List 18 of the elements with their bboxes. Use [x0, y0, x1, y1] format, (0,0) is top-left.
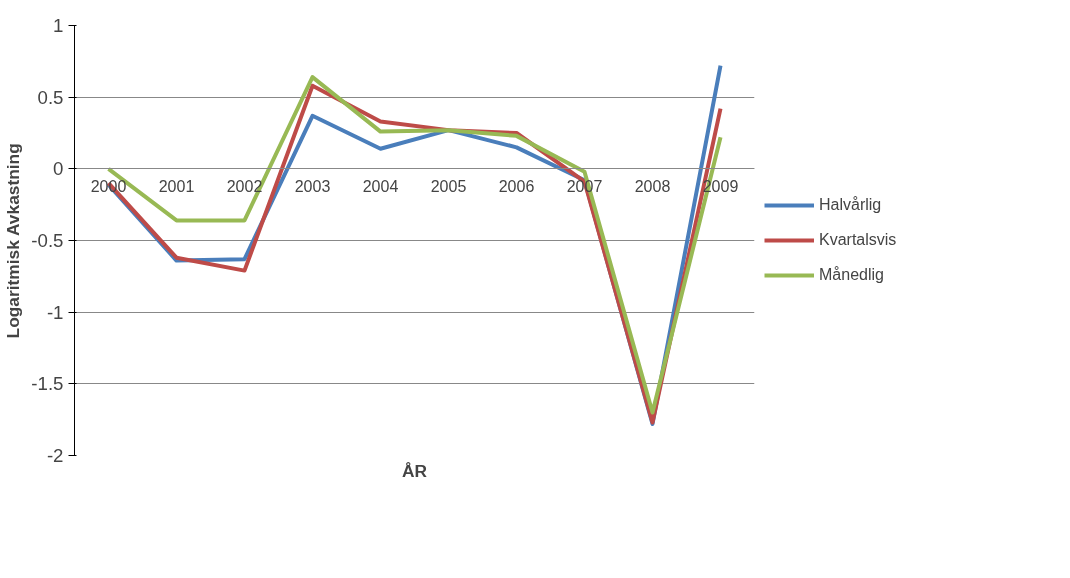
x-tick-label: 2004: [362, 177, 399, 195]
y-tick-label: -0.5: [31, 230, 64, 251]
y-tick-label: -2: [46, 445, 64, 466]
x-tick-label: 2008: [634, 177, 671, 195]
y-tick-label: -1.5: [31, 373, 64, 395]
legend-label: Kvartalsvis: [819, 231, 897, 249]
y-tick-label: 0: [53, 158, 64, 180]
legend-label: Halvårlig: [819, 196, 882, 214]
y-tick-label: 0.5: [37, 86, 64, 108]
x-tick-label: 2006: [498, 177, 535, 195]
y-axis-title: Logaritmisk Avkastning: [3, 143, 24, 339]
x-axis-title: ÅR: [401, 460, 428, 481]
x-tick-label: 2005: [430, 177, 467, 195]
legend-label: Månedlig: [819, 266, 884, 284]
y-tick-label: 1: [53, 15, 64, 36]
x-tick-label: 2001: [158, 177, 195, 195]
x-tick-label: 2003: [294, 177, 331, 195]
y-tick-label: -1: [46, 301, 64, 323]
